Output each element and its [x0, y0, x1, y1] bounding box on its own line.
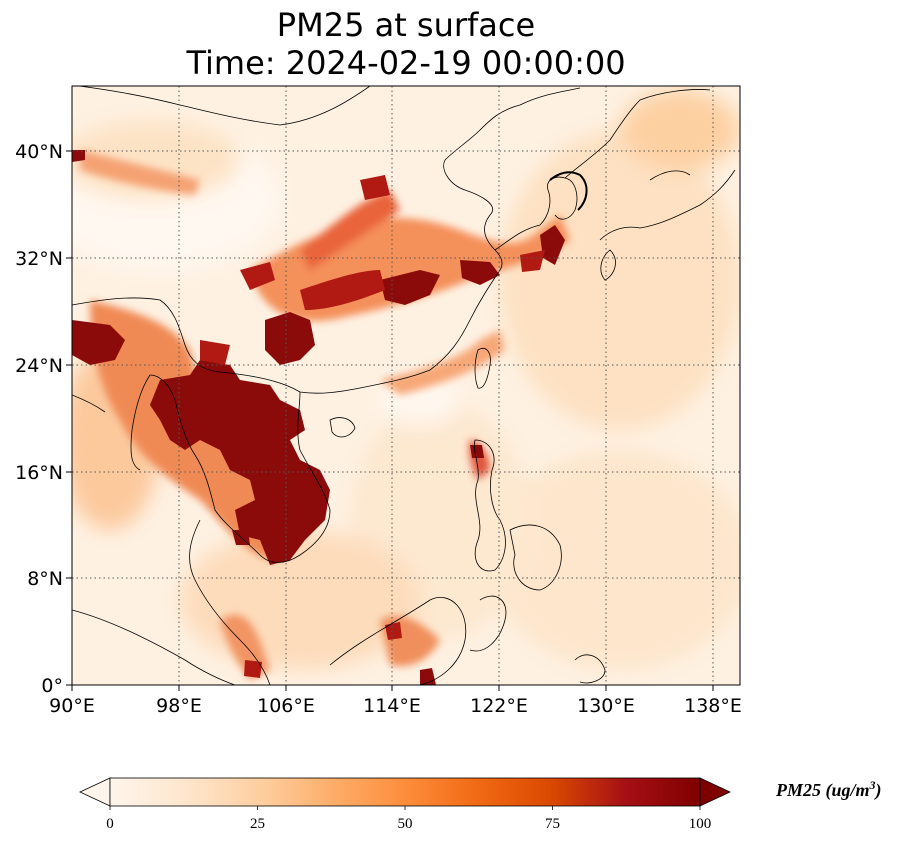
lon-tick-label: 106°E [257, 695, 315, 717]
lon-tick-label: 138°E [684, 695, 742, 717]
lon-tick-labels: 90°E 98°E 106°E 114°E 122°E 130°E 138°E [49, 695, 742, 717]
lat-tick-label: 40°N [15, 141, 63, 163]
title-line-2: Time: 2024-02-19 00:00:00 [186, 44, 626, 82]
colorbar-ticks [109, 806, 701, 810]
colorbar-gradient [110, 778, 700, 806]
colorbar-tick-label: 75 [545, 816, 560, 832]
colorbar-label-close: ) [875, 780, 882, 800]
colorbar-tick-label: 50 [398, 816, 413, 832]
lat-tick-label: 32°N [15, 248, 63, 270]
colorbar-extend-min [79, 777, 111, 807]
colorbar: 0 25 50 75 100 [79, 777, 731, 832]
colorbar-tick-label: 25 [250, 816, 265, 832]
lat-tick-label: 16°N [15, 462, 63, 484]
lon-tick-label: 98°E [156, 695, 202, 717]
lat-tick-label: 0° [41, 675, 63, 697]
tick-marks [66, 150, 714, 691]
lon-tick-label: 90°E [49, 695, 95, 717]
lon-tick-label: 114°E [363, 695, 421, 717]
lat-tick-label: 24°N [15, 355, 63, 377]
colorbar-extend-max [699, 777, 731, 807]
lat-tick-label: 8°N [27, 568, 63, 590]
lon-tick-label: 130°E [577, 695, 635, 717]
title-line-1: PM25 at surface [276, 6, 536, 44]
colorbar-label: PM25 (ug/m3) [776, 778, 882, 801]
pm25-field [72, 86, 740, 685]
lat-tick-labels: 0° 8°N 16°N 24°N 32°N 40°N [15, 141, 63, 697]
colorbar-tick-label: 0 [106, 816, 114, 832]
colorbar-label-main: PM25 (ug/m [776, 780, 870, 800]
gridlines [72, 86, 740, 685]
map-panel: 90°E 98°E 106°E 114°E 122°E 130°E 138°E … [15, 85, 742, 717]
lon-tick-label: 122°E [470, 695, 528, 717]
colorbar-tick-label: 100 [689, 816, 712, 832]
map-frame [71, 85, 741, 686]
colorbar-label-exponent: 3 [869, 778, 876, 792]
